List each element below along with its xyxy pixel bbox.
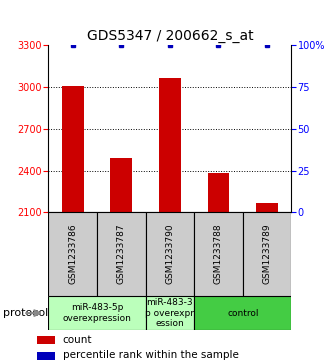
Bar <box>146 296 194 330</box>
Text: control: control <box>227 309 258 318</box>
Text: GSM1233787: GSM1233787 <box>117 224 126 285</box>
Bar <box>194 212 243 296</box>
Title: GDS5347 / 200662_s_at: GDS5347 / 200662_s_at <box>87 29 253 43</box>
Text: GSM1233788: GSM1233788 <box>214 224 223 285</box>
Bar <box>243 212 291 296</box>
Text: percentile rank within the sample: percentile rank within the sample <box>63 351 239 360</box>
Bar <box>256 203 278 212</box>
Text: protocol: protocol <box>3 308 49 318</box>
Bar <box>62 86 84 212</box>
Bar <box>48 212 97 296</box>
Text: miR-483-3
p overexpr
ession: miR-483-3 p overexpr ession <box>145 298 194 328</box>
Text: miR-483-5p
overexpression: miR-483-5p overexpression <box>63 303 131 323</box>
Bar <box>146 212 194 296</box>
Bar <box>97 212 146 296</box>
Text: count: count <box>63 335 92 345</box>
Bar <box>48 296 146 330</box>
Text: GSM1233790: GSM1233790 <box>165 224 174 285</box>
Text: GSM1233786: GSM1233786 <box>68 224 77 285</box>
Bar <box>37 351 55 360</box>
Bar <box>194 296 291 330</box>
Bar <box>37 336 55 344</box>
Bar <box>207 174 229 212</box>
Text: GSM1233789: GSM1233789 <box>262 224 272 285</box>
Bar <box>159 78 181 212</box>
Bar <box>110 158 132 212</box>
